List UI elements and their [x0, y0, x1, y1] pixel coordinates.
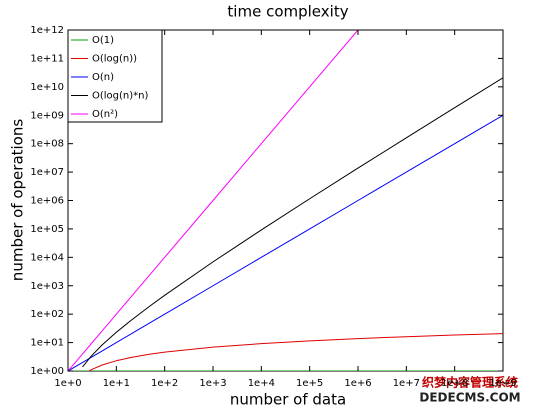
y-tick-label: 1e+04 — [30, 252, 64, 263]
x-tick-label: 1e+5 — [296, 378, 323, 389]
x-tick-label: 1e+7 — [393, 378, 420, 389]
series-line — [68, 30, 359, 371]
y-tick-label: 1e+06 — [30, 196, 64, 207]
x-tick-label: 1e+6 — [344, 378, 371, 389]
y-tick-label: 1e+11 — [30, 53, 64, 64]
legend-label: O(log(n)) — [92, 54, 137, 65]
x-tick-label: 1e+8 — [441, 378, 468, 389]
legend-box — [67, 29, 163, 123]
y-tick-label: 1e+03 — [30, 281, 64, 292]
x-tick-label: 1e+2 — [151, 378, 178, 389]
y-tick-label: 1e+10 — [30, 82, 64, 93]
series-line — [88, 333, 503, 371]
x-axis-label: number of data — [230, 391, 346, 409]
legend-label: O(1) — [92, 35, 114, 46]
watermark: 织梦内容管理系统 — [422, 375, 518, 390]
y-tick-label: 1e+09 — [30, 110, 64, 121]
series-line — [68, 114, 503, 371]
y-tick-label: 1e+05 — [30, 224, 64, 235]
x-tick-label: 1e+3 — [199, 378, 226, 389]
y-axis-label: number of operations — [9, 119, 27, 282]
y-tick-label: 1e+01 — [30, 338, 64, 349]
x-tick-label: 1e+9 — [489, 378, 516, 389]
legend-label: O(n²) — [92, 109, 118, 120]
legend-label: O(log(n)*n) — [92, 91, 148, 102]
plot-lines — [68, 30, 503, 371]
series-line — [82, 77, 503, 368]
x-tick-label: 1e+4 — [248, 378, 275, 389]
watermark: DEDECMS.COM — [419, 391, 520, 405]
y-tick-label: 1e+07 — [30, 167, 64, 178]
chart-title: time complexity — [227, 3, 348, 21]
y-tick-label: 1e+02 — [30, 309, 64, 320]
y-tick-label: 1e+08 — [30, 139, 64, 150]
y-tick-label: 1e+12 — [30, 25, 64, 36]
x-tick-label: 1e+1 — [103, 378, 130, 389]
legend-label: O(n) — [92, 72, 114, 83]
y-tick-label: 1e+00 — [30, 366, 64, 377]
x-tick-label: 1e+0 — [54, 378, 81, 389]
